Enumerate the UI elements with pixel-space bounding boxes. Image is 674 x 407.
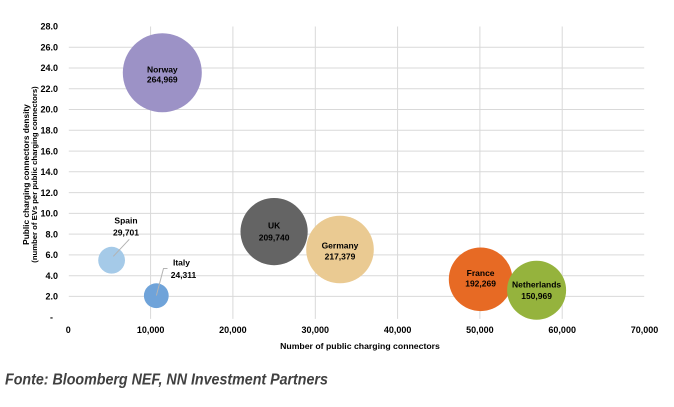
svg-text:217,379: 217,379 (325, 252, 356, 262)
svg-text:16.0: 16.0 (40, 146, 58, 156)
svg-text:60,000: 60,000 (548, 325, 576, 335)
svg-text:18.0: 18.0 (40, 126, 58, 136)
svg-text:12.0: 12.0 (40, 188, 58, 198)
svg-text:Germany: Germany (322, 241, 359, 251)
svg-text:Italy: Italy (173, 258, 190, 268)
svg-text:29,701: 29,701 (113, 228, 139, 238)
svg-text:24.0: 24.0 (40, 63, 58, 73)
svg-text:France: France (467, 268, 495, 278)
svg-text:10.0: 10.0 (40, 209, 58, 219)
svg-text:(number of EVs per public char: (number of EVs per public charging conne… (30, 86, 39, 263)
svg-text:22.0: 22.0 (40, 84, 58, 94)
svg-text:Netherlands: Netherlands (512, 280, 561, 290)
svg-text:Spain: Spain (114, 215, 137, 225)
svg-text:50,000: 50,000 (466, 325, 494, 335)
svg-text:Norway: Norway (147, 65, 178, 75)
svg-text:264,969: 264,969 (147, 75, 178, 85)
svg-text:2.0: 2.0 (45, 292, 58, 302)
svg-text:70,000: 70,000 (631, 325, 659, 335)
svg-text:6.0: 6.0 (45, 250, 58, 260)
svg-text:192,269: 192,269 (465, 279, 496, 289)
svg-text:30,000: 30,000 (302, 325, 330, 335)
svg-text:20.0: 20.0 (40, 105, 58, 115)
svg-text:8.0: 8.0 (45, 229, 58, 239)
svg-text:28.0: 28.0 (40, 22, 58, 32)
svg-text:24,311: 24,311 (171, 270, 197, 280)
svg-text:4.0: 4.0 (45, 271, 58, 281)
svg-text:10,000: 10,000 (137, 325, 165, 335)
svg-text:150,969: 150,969 (521, 291, 552, 301)
svg-text:0: 0 (66, 325, 71, 335)
svg-text:209,740: 209,740 (259, 232, 290, 242)
svg-text:Fonte: Bloomberg NEF, NN Inves: Fonte: Bloomberg NEF, NN Investment Part… (5, 372, 328, 389)
svg-text:-: - (50, 312, 53, 322)
svg-text:14.0: 14.0 (40, 167, 58, 177)
svg-text:20,000: 20,000 (219, 325, 247, 335)
svg-text:UK: UK (268, 220, 281, 230)
svg-text:40,000: 40,000 (384, 325, 412, 335)
svg-text:26.0: 26.0 (40, 42, 58, 52)
svg-text:Number of public charging conn: Number of public charging connectors (280, 341, 440, 351)
svg-text:Public charging connectors den: Public charging connectors density (21, 104, 31, 245)
